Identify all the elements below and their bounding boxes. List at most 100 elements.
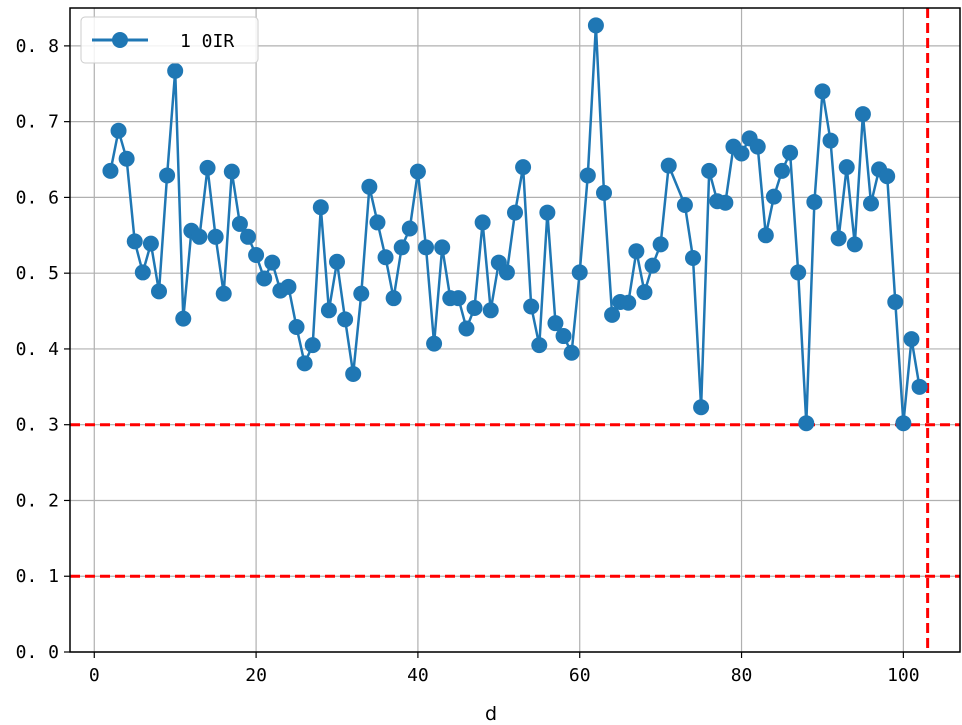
x-tick-label: 80 — [731, 665, 753, 686]
data-point — [175, 310, 192, 327]
y-axis-ticks: 0. 0 0. 1 0. 2 0. 3 0. 4 0. 5 0. 6 0. 7 0. 8 — [16, 36, 70, 663]
data-point — [345, 365, 362, 382]
data-point — [385, 290, 402, 307]
series-layer — [102, 17, 928, 432]
data-point — [895, 415, 912, 432]
data-point — [879, 168, 896, 185]
data-point — [903, 331, 920, 348]
data-point — [765, 188, 782, 205]
data-point — [159, 167, 176, 184]
data-point — [798, 415, 815, 432]
data-point — [264, 254, 281, 271]
data-point — [223, 163, 240, 180]
data-point — [304, 337, 321, 354]
data-point — [579, 167, 596, 184]
data-point — [790, 264, 807, 281]
data-point — [102, 162, 119, 179]
x-tick-label: 60 — [569, 665, 591, 686]
data-point — [757, 227, 774, 244]
data-point — [652, 236, 669, 253]
data-point — [231, 215, 248, 232]
data-point — [587, 17, 604, 34]
data-point — [636, 284, 653, 301]
data-point — [434, 239, 451, 256]
data-point — [142, 235, 159, 252]
data-point — [482, 302, 499, 319]
data-point — [167, 62, 184, 79]
data-point — [466, 300, 483, 317]
y-tick-label: 0. 6 — [16, 187, 59, 208]
data-point — [563, 344, 580, 361]
data-point — [539, 204, 556, 221]
data-point — [523, 298, 540, 315]
data-point — [393, 239, 410, 256]
data-point — [474, 214, 491, 231]
y-tick-label: 0. 0 — [16, 642, 59, 663]
data-point — [830, 230, 847, 247]
data-point — [134, 264, 151, 281]
data-point — [110, 122, 127, 139]
data-point — [126, 233, 143, 250]
data-point — [498, 264, 515, 281]
data-point — [596, 184, 612, 201]
y-tick-label: 0. 1 — [16, 566, 59, 587]
y-tick-label: 0. 5 — [16, 263, 59, 284]
x-axis-ticks: 0 20 40 60 80 100 — [89, 652, 920, 686]
data-point — [507, 204, 523, 221]
data-point — [207, 228, 224, 245]
y-tick-label: 0. 7 — [16, 112, 59, 133]
data-point — [320, 302, 337, 319]
data-point — [458, 320, 475, 337]
data-point — [555, 328, 572, 345]
data-point — [620, 294, 637, 311]
data-point — [571, 264, 588, 281]
x-tick-label: 100 — [887, 665, 920, 686]
data-point — [215, 285, 232, 302]
y-tick-label: 0. 8 — [16, 36, 59, 57]
data-point — [450, 290, 467, 307]
data-point — [329, 253, 345, 270]
data-point — [369, 214, 386, 231]
x-tick-label: 40 — [407, 665, 429, 686]
data-point — [846, 236, 863, 253]
data-point — [806, 193, 823, 210]
data-point — [733, 145, 750, 162]
y-tick-label: 0. 3 — [16, 415, 59, 436]
data-point — [822, 132, 839, 149]
reference-lines — [70, 8, 960, 652]
data-point — [676, 196, 693, 213]
grid-lines — [70, 8, 960, 653]
legend-marker-swatch — [112, 32, 128, 48]
plot-frame — [69, 7, 961, 653]
data-point — [118, 150, 135, 167]
data-point — [814, 83, 831, 100]
data-point — [280, 278, 297, 295]
data-point — [515, 159, 532, 176]
data-point — [296, 355, 313, 372]
data-point — [337, 311, 354, 328]
series-line — [109, 25, 921, 424]
data-point — [531, 337, 548, 354]
data-point — [547, 315, 564, 332]
data-point — [361, 178, 378, 195]
data-point — [749, 138, 766, 155]
x-tick-label: 20 — [245, 665, 267, 686]
data-point — [863, 195, 879, 212]
data-point — [701, 162, 718, 179]
data-point — [660, 157, 677, 174]
data-point — [685, 250, 701, 267]
data-point — [604, 306, 621, 323]
data-point — [256, 270, 273, 287]
data-point — [409, 163, 426, 180]
legend-box — [80, 16, 259, 64]
data-point — [288, 318, 305, 335]
y-tick-label: 0. 4 — [16, 339, 59, 360]
x-tick-label: 0 — [89, 665, 100, 686]
legend-label: 1 0IR — [180, 31, 234, 52]
data-point — [418, 239, 434, 256]
data-point — [838, 159, 855, 176]
data-point — [887, 293, 904, 310]
data-point — [693, 399, 710, 416]
y-tick-label: 0. 2 — [16, 490, 59, 511]
